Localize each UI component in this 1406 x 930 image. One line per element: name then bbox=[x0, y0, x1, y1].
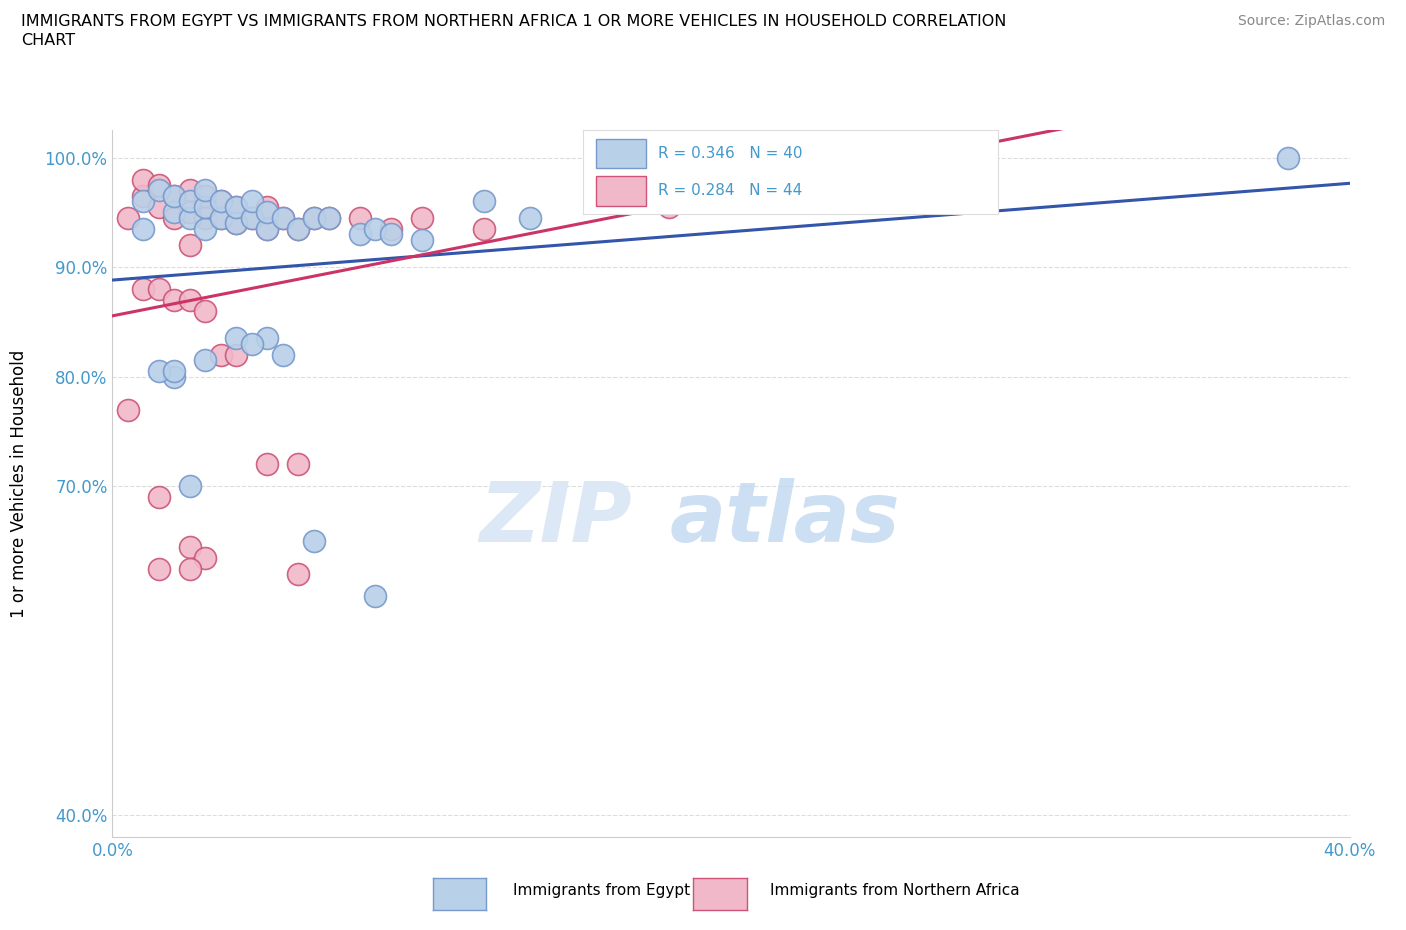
Point bbox=[225, 348, 247, 363]
Point bbox=[179, 293, 201, 308]
Point bbox=[256, 331, 278, 346]
Point bbox=[194, 352, 217, 367]
Point bbox=[163, 293, 186, 308]
Point bbox=[225, 199, 247, 214]
Point bbox=[148, 199, 170, 214]
Point bbox=[179, 479, 201, 494]
Point bbox=[179, 238, 201, 253]
Point bbox=[240, 210, 263, 225]
Point bbox=[225, 216, 247, 231]
Point bbox=[132, 221, 155, 236]
Point bbox=[287, 221, 309, 236]
Point bbox=[256, 221, 278, 236]
Point bbox=[194, 221, 217, 236]
Point bbox=[179, 539, 201, 554]
Text: CHART: CHART bbox=[21, 33, 75, 47]
Point bbox=[194, 189, 217, 204]
Point bbox=[302, 210, 325, 225]
Point bbox=[148, 183, 170, 198]
Point bbox=[364, 221, 387, 236]
Y-axis label: 1 or more Vehicles in Household: 1 or more Vehicles in Household bbox=[10, 350, 28, 618]
Point bbox=[271, 210, 294, 225]
Point bbox=[163, 189, 186, 204]
Point bbox=[271, 210, 294, 225]
Point bbox=[209, 194, 232, 209]
Point bbox=[256, 457, 278, 472]
Point bbox=[117, 402, 139, 417]
Point bbox=[240, 210, 263, 225]
Point bbox=[148, 282, 170, 297]
Text: IMMIGRANTS FROM EGYPT VS IMMIGRANTS FROM NORTHERN AFRICA 1 OR MORE VEHICLES IN H: IMMIGRANTS FROM EGYPT VS IMMIGRANTS FROM… bbox=[21, 14, 1007, 29]
Point bbox=[411, 232, 433, 247]
Point bbox=[209, 348, 232, 363]
Point bbox=[472, 221, 495, 236]
Point bbox=[1277, 150, 1299, 165]
Point bbox=[302, 210, 325, 225]
Point bbox=[179, 210, 201, 225]
Point bbox=[194, 183, 217, 198]
Point bbox=[132, 194, 155, 209]
Point bbox=[287, 221, 309, 236]
Point bbox=[256, 199, 278, 214]
Point bbox=[256, 221, 278, 236]
Point bbox=[225, 331, 247, 346]
Point bbox=[132, 282, 155, 297]
Point bbox=[380, 227, 402, 242]
Point bbox=[287, 566, 309, 581]
Point bbox=[318, 210, 340, 225]
Point bbox=[179, 194, 201, 209]
Point bbox=[179, 561, 201, 576]
Point bbox=[256, 205, 278, 219]
Point bbox=[179, 205, 201, 219]
Point bbox=[271, 348, 294, 363]
Text: Source: ZipAtlas.com: Source: ZipAtlas.com bbox=[1237, 14, 1385, 28]
Point bbox=[194, 303, 217, 318]
Point bbox=[225, 199, 247, 214]
Point bbox=[658, 199, 681, 214]
Point bbox=[163, 369, 186, 384]
Point bbox=[302, 534, 325, 549]
Point bbox=[163, 189, 186, 204]
Point bbox=[349, 210, 371, 225]
Point bbox=[148, 178, 170, 193]
Point bbox=[240, 337, 263, 352]
Point bbox=[148, 364, 170, 379]
Point bbox=[194, 551, 217, 565]
Point bbox=[194, 210, 217, 225]
Point bbox=[225, 216, 247, 231]
Point bbox=[209, 210, 232, 225]
Point bbox=[209, 194, 232, 209]
Point bbox=[364, 589, 387, 604]
Text: atlas: atlas bbox=[669, 478, 900, 560]
Text: R = 0.284   N = 44: R = 0.284 N = 44 bbox=[658, 183, 803, 198]
Point bbox=[163, 210, 186, 225]
Point bbox=[380, 221, 402, 236]
Point bbox=[179, 183, 201, 198]
Text: ZIP: ZIP bbox=[479, 478, 633, 560]
Point bbox=[163, 205, 186, 219]
Point bbox=[240, 194, 263, 209]
Point bbox=[194, 199, 217, 214]
FancyBboxPatch shape bbox=[596, 177, 645, 206]
Point bbox=[519, 210, 541, 225]
Text: Immigrants from Northern Africa: Immigrants from Northern Africa bbox=[770, 884, 1021, 898]
Point bbox=[287, 457, 309, 472]
Text: Immigrants from Egypt: Immigrants from Egypt bbox=[513, 884, 690, 898]
Point bbox=[148, 561, 170, 576]
Point bbox=[472, 194, 495, 209]
Point bbox=[132, 172, 155, 187]
Point bbox=[148, 490, 170, 505]
Point bbox=[163, 364, 186, 379]
Point bbox=[349, 227, 371, 242]
Text: R = 0.346   N = 40: R = 0.346 N = 40 bbox=[658, 146, 803, 161]
Point bbox=[318, 210, 340, 225]
Point bbox=[411, 210, 433, 225]
Point bbox=[132, 189, 155, 204]
FancyBboxPatch shape bbox=[596, 139, 645, 168]
Point bbox=[117, 210, 139, 225]
Point bbox=[209, 210, 232, 225]
